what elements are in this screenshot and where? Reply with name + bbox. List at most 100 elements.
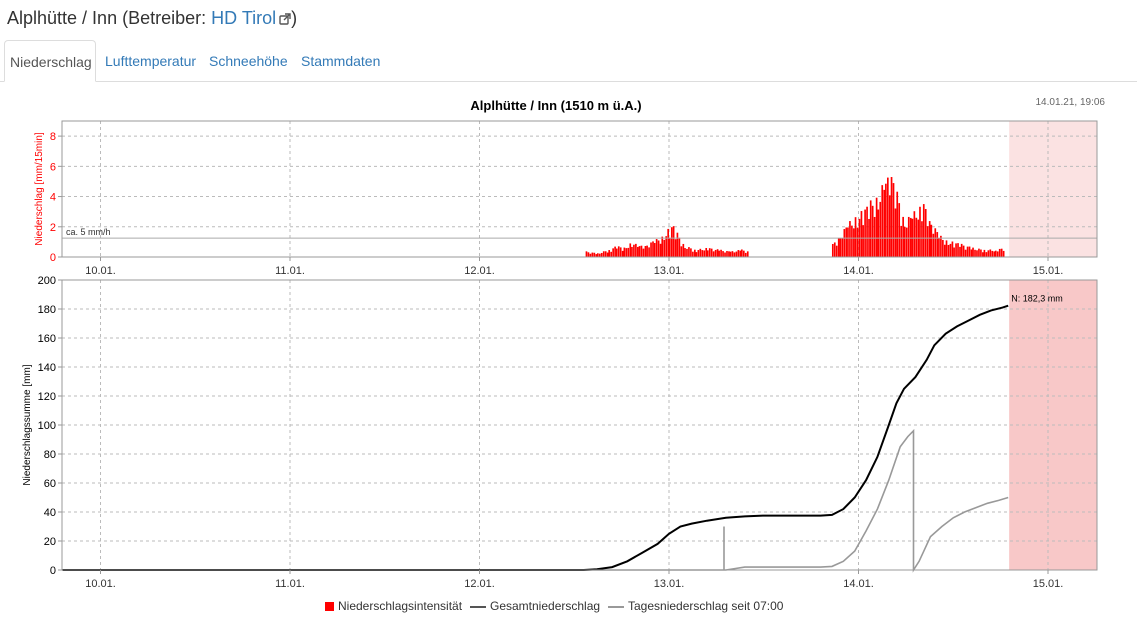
intensity-bar [890, 177, 893, 257]
intensity-bar [663, 239, 666, 257]
intensity-bar [894, 208, 897, 257]
intensity-bar [907, 216, 910, 257]
intensity-bar [866, 206, 868, 257]
intensity-bar [710, 248, 713, 257]
x-tick-label-bottom: 12.01. [464, 578, 495, 590]
legend-label-daily: Tagesniederschlag seit 07:00 [628, 599, 784, 613]
y-axis-top: 0 2 4 6 8 [50, 131, 62, 264]
intensity-bar [839, 238, 842, 257]
intensity-bar [875, 197, 878, 257]
y-tick-label-bottom: 100 [38, 420, 56, 432]
intensity-bar [648, 247, 650, 257]
y-tick-label-top: 4 [50, 192, 56, 204]
intensity-bar [705, 247, 708, 257]
intensity-bar [900, 225, 903, 257]
intensity-bar [726, 251, 728, 257]
y-tick-label-bottom: 40 [44, 507, 56, 519]
intensity-bar [945, 240, 948, 257]
intensity-bar [864, 209, 866, 257]
intensity-bar [1002, 250, 1005, 257]
legend-item-daily[interactable]: Tagesniederschlag seit 07:00 [608, 599, 783, 613]
intensity-bar [633, 244, 635, 257]
intensity-bar [987, 250, 990, 257]
intensity-bar [940, 235, 942, 257]
intensity-bar [593, 252, 596, 257]
intensity-bar [902, 216, 904, 257]
y-tick-label-bottom: 0 [50, 565, 56, 577]
x-tick-label-top: 13.01. [654, 265, 685, 277]
intensity-bar [596, 253, 599, 257]
intensity-bar [625, 248, 628, 257]
intensity-bar [728, 251, 730, 257]
intensity-bar [731, 251, 734, 257]
intensity-bar [617, 246, 620, 257]
station-name: Alplhütte / Inn [7, 8, 118, 28]
intensity-bar [667, 228, 670, 257]
intensity-bar [837, 238, 840, 257]
intensity-bar [635, 243, 637, 257]
intensity-bar [646, 245, 648, 257]
intensity-bar [615, 248, 618, 257]
y-axis-label-bottom: Niederschlagssumme [mm] [22, 364, 33, 485]
y-axis-label-top: Niederschlag [mm/15min] [34, 132, 45, 246]
intensity-bar [856, 227, 859, 257]
legend-swatch-daily [608, 605, 624, 608]
intensity-bar [898, 203, 901, 257]
intensity-bar [744, 252, 747, 257]
tab-stammdaten[interactable]: Stammdaten [301, 53, 381, 69]
intensity-bar [869, 200, 872, 257]
intensity-bar [688, 247, 690, 257]
intensity-bar [960, 243, 963, 257]
intensity-bar [980, 249, 982, 257]
intensity-bar [644, 246, 647, 257]
intensity-bar [610, 251, 613, 257]
intensity-bar [930, 224, 933, 257]
intensity-bar [994, 250, 997, 257]
intensity-bar [841, 238, 844, 257]
legend-item-total[interactable]: Gesamtniederschlag [470, 599, 600, 613]
legend-item-intensity[interactable]: Niederschlagsintensität [325, 599, 462, 613]
intensity-bar [862, 225, 864, 257]
intensity-bar [665, 236, 668, 257]
intensity-bar [684, 248, 686, 257]
intensity-bar [879, 201, 882, 257]
tab-niederschlag[interactable]: Niederschlag [4, 40, 96, 82]
intensity-bar [676, 232, 679, 257]
intensity-bar [909, 217, 912, 257]
legend-label-intensity: Niederschlagsintensität [338, 599, 463, 613]
x-tick-label-bottom: 13.01. [654, 578, 685, 590]
intensity-bar [936, 232, 939, 257]
intensity-bar [851, 225, 853, 257]
x-tick-label-bottom: 10.01. [85, 578, 116, 590]
intensity-bar [849, 221, 851, 257]
intensity-bar [903, 226, 906, 257]
intensity-bar [741, 249, 743, 257]
operator-prefix: (Betreiber: [122, 8, 207, 28]
y-tick-label-top: 2 [50, 222, 56, 234]
intensity-bar [922, 204, 925, 257]
y-tick-label-top: 6 [50, 161, 56, 173]
intensity-bar [974, 249, 976, 257]
intensity-bar [720, 249, 722, 257]
intensity-bar [951, 241, 954, 257]
intensity-bar [938, 238, 940, 257]
intensity-bar [692, 251, 694, 257]
intensity-bar [587, 252, 590, 257]
intensity-bar [697, 250, 700, 257]
chart-timestamp: 14.01.21, 19:06 [1035, 97, 1105, 108]
tab-schneehoehe[interactable]: Schneehöhe [209, 53, 288, 69]
tab-lufttemperatur[interactable]: Lufttemperatur [105, 53, 197, 69]
intensity-bar [919, 206, 921, 257]
y-tick-label-bottom: 160 [38, 333, 56, 345]
x-tick-label-top: 11.01. [275, 265, 305, 277]
intensity-bar [991, 250, 994, 257]
intensity-bar [591, 252, 594, 257]
intensity-bar [631, 246, 633, 257]
y-tick-label-top: 0 [50, 252, 56, 264]
intensity-bar [888, 195, 891, 257]
intensity-bar [966, 246, 969, 257]
operator-link[interactable]: HD Tirol [211, 8, 277, 28]
intensity-bar [970, 249, 973, 257]
intensity-bar [694, 249, 696, 257]
operator-suffix: ) [291, 8, 298, 28]
